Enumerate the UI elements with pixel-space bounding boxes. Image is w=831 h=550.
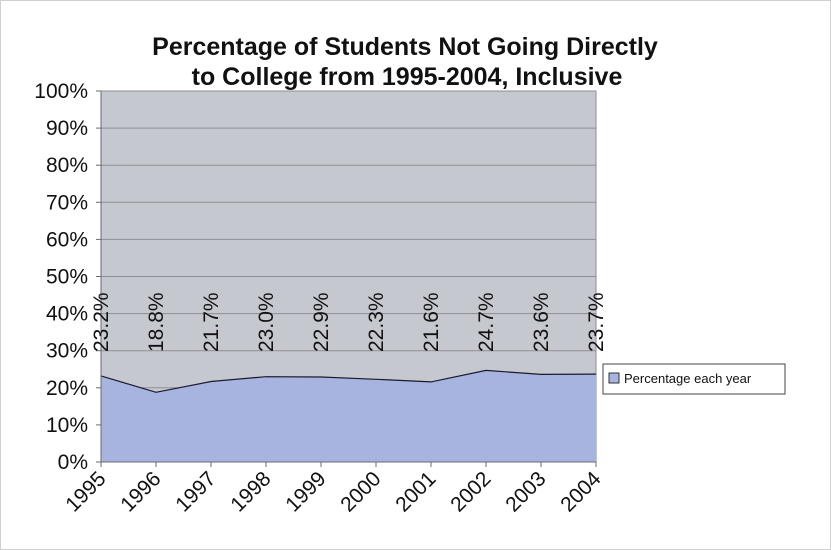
y-axis-tick-labels: 0% 10% 20% 30% 40% 50% 60% 70% 80% 90% 100%: [34, 80, 88, 474]
x-tick-label: 2002: [446, 467, 495, 516]
x-axis-tick-labels: 1995 1996 1997 1998 1999 2000 2001 2002 2003 2004: [61, 467, 606, 517]
data-label: 21.6%: [420, 292, 443, 352]
chart-title: Percentage of Students Not Going Directl…: [152, 33, 658, 91]
x-tick-label: 2004: [556, 467, 606, 517]
y-tick-label: 0%: [58, 451, 88, 474]
chart-title-line-1: Percentage of Students Not Going Directl…: [152, 33, 658, 61]
series-area: [101, 370, 596, 462]
data-label: 23.7%: [585, 292, 608, 352]
data-labels: 23.2% 18.8% 21.7% 23.0% 22.9% 22.3% 21.6% 24.7%…: [90, 292, 608, 352]
y-tick-label: 20%: [46, 377, 88, 400]
x-tick-label: 2001: [391, 467, 440, 516]
x-tick-label: 2003: [501, 467, 550, 516]
y-tick-label: 90%: [46, 117, 88, 140]
data-label: 22.9%: [310, 292, 333, 352]
data-label: 23.0%: [255, 292, 278, 352]
x-tick-label: 2000: [336, 467, 385, 516]
data-label: 18.8%: [145, 292, 168, 352]
data-label: 22.3%: [365, 292, 388, 352]
data-label: 21.7%: [200, 292, 223, 352]
x-tick-label: 1999: [281, 467, 330, 516]
data-label: 23.6%: [530, 292, 553, 352]
x-tick-label: 1997: [171, 467, 220, 516]
legend-label: Percentage each year: [624, 371, 752, 386]
axes: [96, 90, 597, 467]
chart-title-line-2: to College from 1995-2004, Inclusive: [192, 63, 623, 91]
data-label: 23.2%: [90, 292, 113, 352]
x-tick-label: 1998: [226, 467, 275, 516]
y-tick-label: 10%: [46, 414, 88, 437]
x-tick-label: 1995: [61, 467, 110, 516]
y-tick-label: 70%: [46, 191, 88, 214]
legend-box: [602, 363, 786, 395]
legend: Percentage each year: [602, 363, 786, 395]
y-tick-label: 40%: [46, 303, 88, 326]
y-tick-label: 50%: [46, 266, 88, 289]
legend-swatch: [608, 372, 620, 384]
y-tick-label: 100%: [34, 80, 88, 103]
y-tick-label: 30%: [46, 340, 88, 363]
data-label: 24.7%: [475, 292, 498, 352]
y-tick-label: 80%: [46, 154, 88, 177]
x-tick-label: 1996: [116, 467, 165, 516]
y-tick-label: 60%: [46, 228, 88, 251]
series-line: [100, 369, 597, 393]
